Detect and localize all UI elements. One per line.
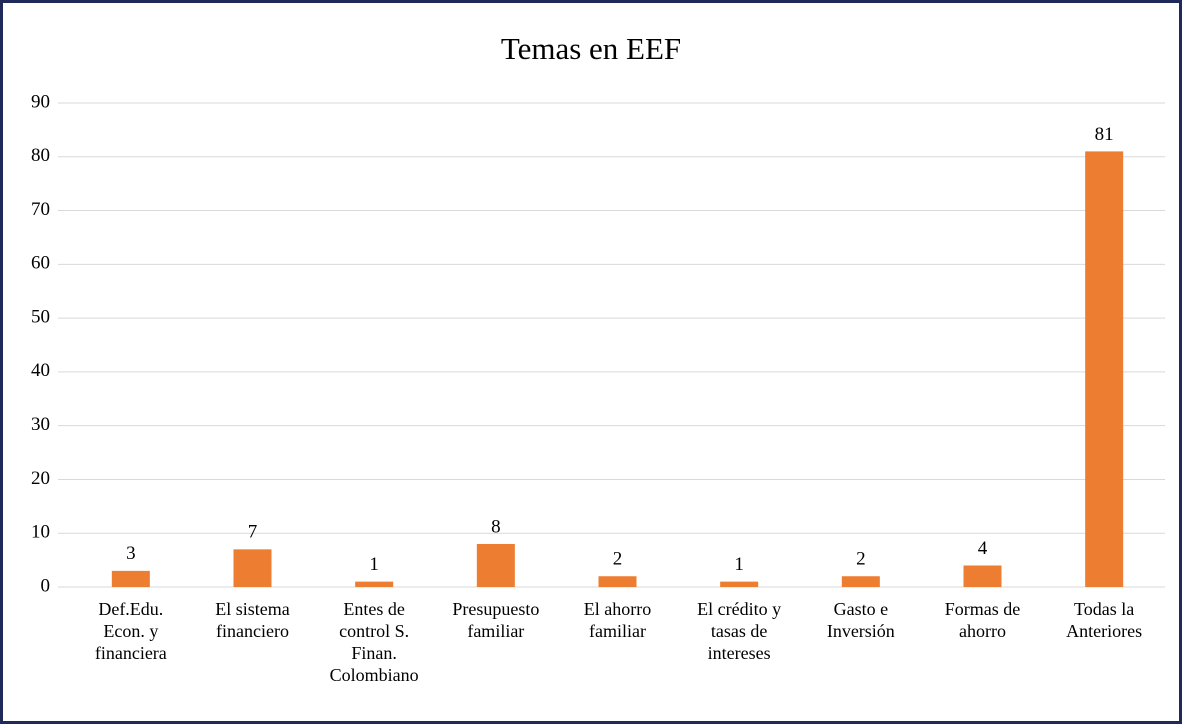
data-label: 2 bbox=[613, 549, 623, 570]
x-tick-label: Def.Edu. Econ. y financiera bbox=[94, 599, 167, 663]
y-tick-label: 40 bbox=[31, 360, 50, 381]
x-tick-label: Entes de control S. Finan. Colombiano bbox=[329, 599, 419, 685]
x-tick-label: Gasto e Inversión bbox=[826, 599, 895, 641]
data-label: 81 bbox=[1095, 124, 1114, 145]
x-tick-label: El ahorro familiar bbox=[583, 599, 652, 641]
y-tick-label: 70 bbox=[31, 199, 50, 220]
data-label: 2 bbox=[856, 549, 866, 570]
bar bbox=[355, 581, 394, 587]
x-tick-label: El crédito y tasas de intereses bbox=[697, 599, 782, 663]
bar bbox=[720, 581, 759, 587]
y-tick-label: 60 bbox=[31, 253, 50, 274]
bar bbox=[233, 549, 272, 587]
bar bbox=[963, 565, 1002, 587]
bar bbox=[841, 576, 880, 587]
x-tick-label: Todas la Anteriores bbox=[1066, 599, 1143, 641]
y-tick-label: 30 bbox=[31, 414, 50, 435]
bar bbox=[598, 576, 637, 587]
x-tick-label: Presupuesto familiar bbox=[452, 599, 540, 641]
data-label: 1 bbox=[734, 554, 744, 575]
bar bbox=[476, 543, 515, 587]
x-tick-label: El sistema financiero bbox=[215, 599, 290, 641]
y-tick-label: 80 bbox=[31, 145, 50, 166]
x-tick-label: Formas de ahorro bbox=[944, 599, 1021, 641]
data-label: 7 bbox=[248, 522, 258, 543]
y-tick-label: 20 bbox=[31, 468, 50, 489]
data-label: 1 bbox=[369, 554, 379, 575]
y-tick-label: 0 bbox=[41, 575, 51, 596]
bar bbox=[1085, 151, 1124, 587]
y-tick-label: 10 bbox=[31, 522, 50, 543]
y-tick-label: 90 bbox=[31, 91, 50, 112]
data-label: 3 bbox=[126, 543, 136, 564]
data-label: 4 bbox=[978, 538, 988, 559]
chart-title: Temas en EEF bbox=[501, 31, 681, 66]
bar bbox=[111, 570, 150, 587]
y-tick-label: 50 bbox=[31, 306, 50, 327]
data-label: 8 bbox=[491, 516, 501, 537]
